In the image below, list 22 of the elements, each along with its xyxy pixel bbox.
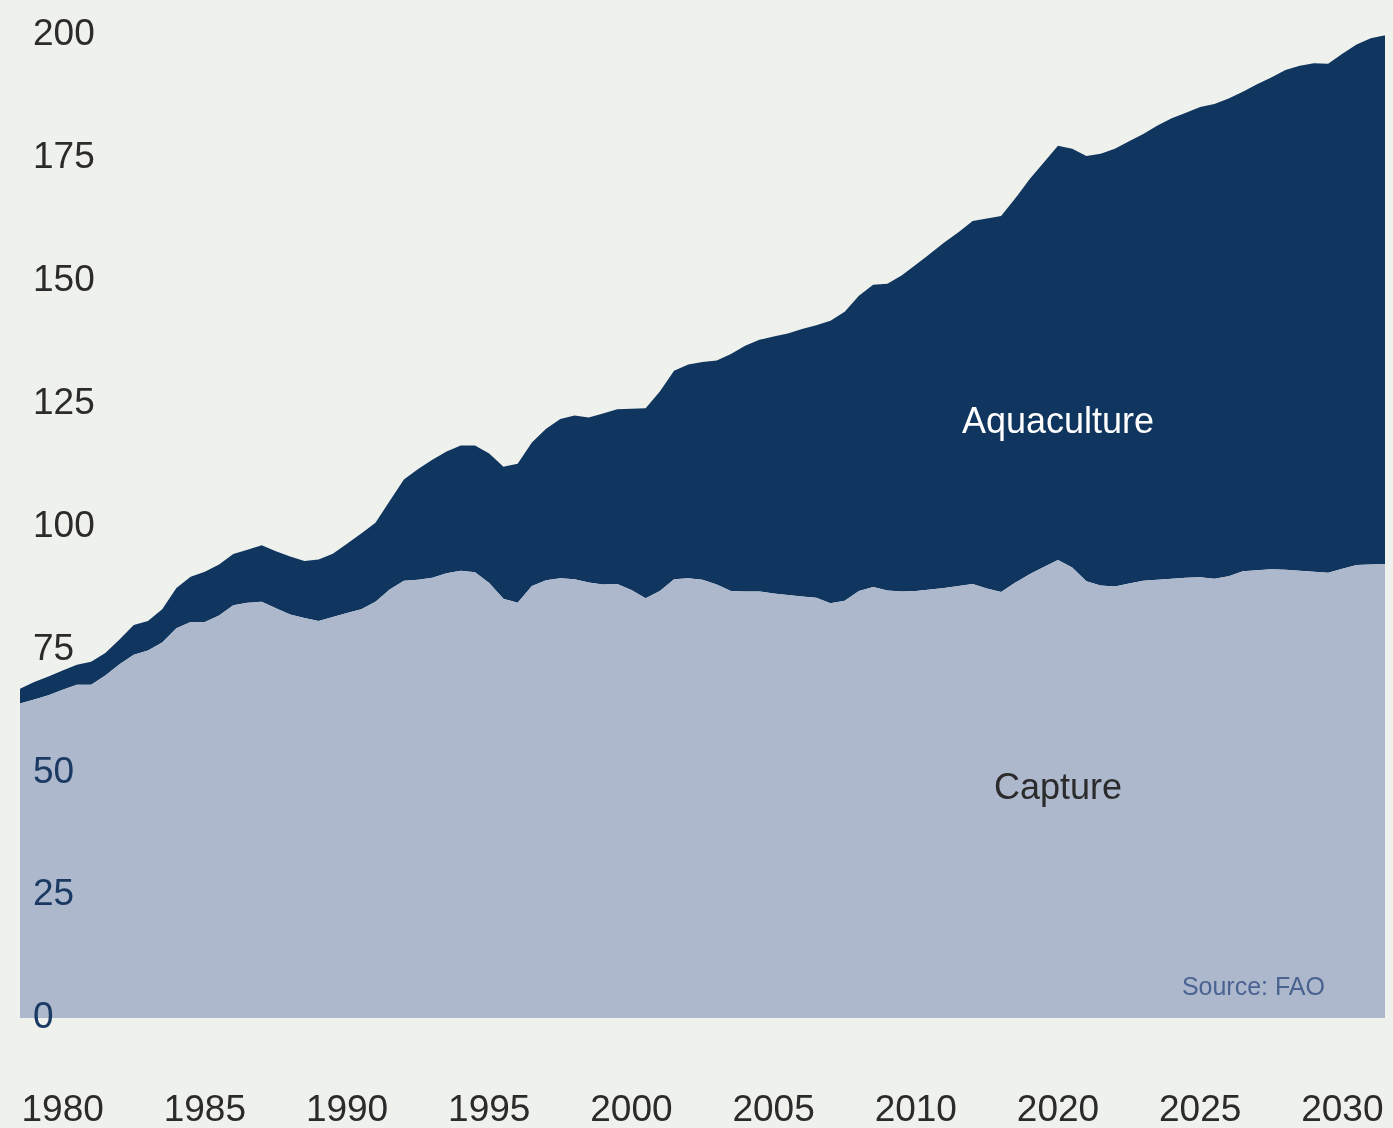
x-tick-label: 2020 [1016,1088,1100,1128]
y-tick-label: 150 [33,258,95,300]
x-tick-label: 1995 [448,1088,531,1128]
x-tick-label: 1980 [21,1088,104,1128]
x-tick-label: 2000 [590,1088,673,1128]
x-tick-label: 2025 [1159,1088,1242,1128]
y-tick-label: 200 [33,12,95,54]
x-tick-label: 1985 [163,1088,246,1128]
x-tick-label: 2005 [732,1088,815,1128]
y-tick-label: 75 [33,626,75,668]
y-tick-label: 125 [33,380,95,422]
series-label: Capture [993,765,1123,807]
series-label: Aquaculture [961,400,1155,442]
x-tick-label: 2010 [874,1088,957,1128]
y-tick-label: 175 [33,135,95,177]
x-tick-label: 1990 [305,1088,389,1128]
y-tick-label: 25 [33,872,75,914]
x-tick-label: 2030 [1301,1088,1384,1128]
annotation: Source: FAO [1181,971,1325,1000]
y-tick-label: 50 [33,749,75,791]
y-tick-label: 100 [33,503,95,545]
y-tick-label: 0 [33,995,54,1037]
